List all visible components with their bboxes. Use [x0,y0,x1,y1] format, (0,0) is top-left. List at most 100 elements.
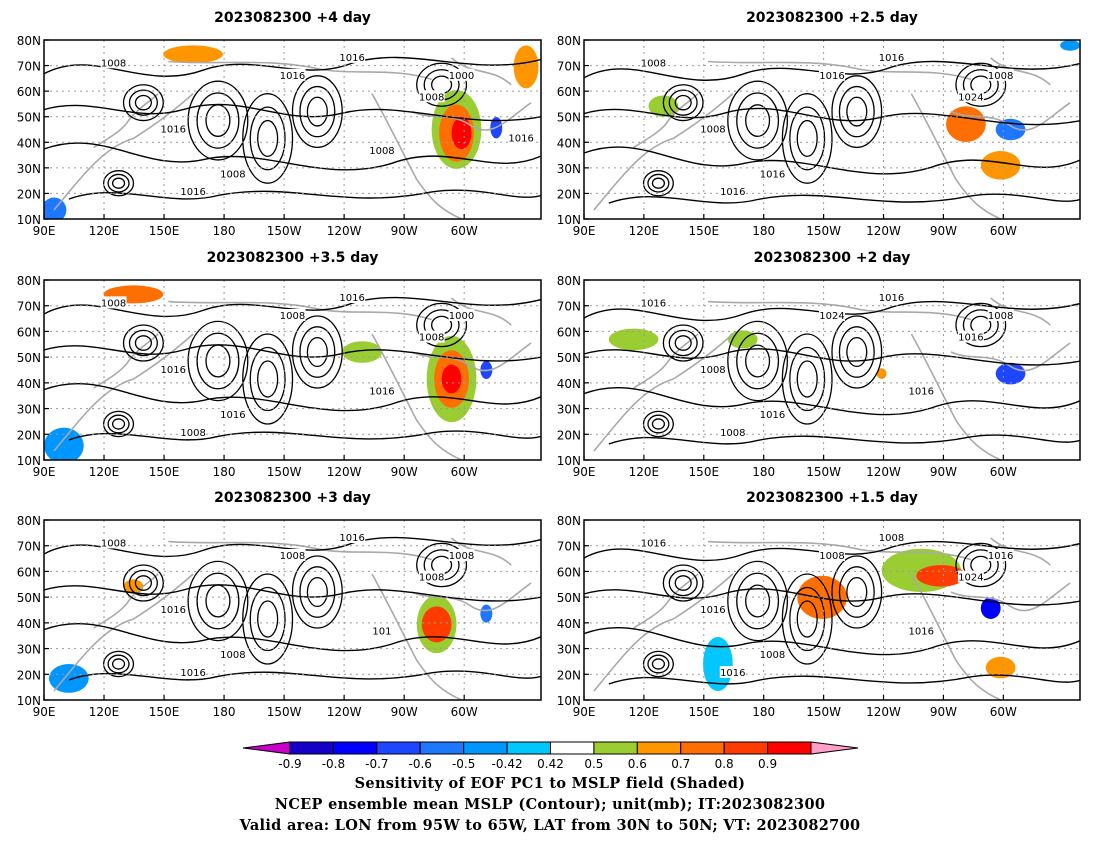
panel-frame [43,519,542,701]
contour-label: 1016 [641,298,666,309]
colorbar-box [767,741,812,755]
mslp-contour-closed [662,84,704,122]
x-tick-label: 150W [806,705,841,719]
contour-label: 1016 [700,605,725,616]
y-tick-label: 80N [17,34,41,48]
caption-line-2: NCEP ensemble mean MSLP (Contour); unit(… [274,796,826,813]
contour-label-bg [448,549,475,561]
map-panel-2: 1008 1008 1016 1016 1024 1016 1016 1008 20230823… [557,10,1081,238]
contour-label: 1008 [369,146,394,157]
contour-label: 1008 [641,58,666,69]
mslp-contour-closed [674,94,692,111]
mslp-contour-closed [416,62,468,107]
mslp-contour-closed [955,542,1007,588]
mslp-contour-closed [796,600,818,638]
x-tick-label: 120W [866,224,901,238]
y-tick-label: 80N [557,274,581,288]
contour-label: 1008 [220,650,245,661]
colorbar-label: -0.6 [409,757,432,771]
colorbar-label: 0.5 [584,757,603,771]
contour-label: 1016 [988,551,1013,562]
shaded-area [608,328,659,351]
mslp-contour-closed [831,315,883,389]
contour-label-bg [908,624,935,637]
contour-label-bg [160,603,187,615]
contour-label-bg [219,648,246,660]
x-tick-label: 150W [267,705,302,719]
y-tick-label: 80N [17,274,41,288]
mslp-contour-closed [789,346,826,412]
contour-label: 1016 [339,293,364,304]
mslp-contour-closed [122,324,164,362]
contour-label: 1008 [419,333,444,344]
x-tick-label: 120W [327,705,362,719]
x-tick-label: 60W [451,224,478,238]
coastline [168,60,432,81]
contour-label: 1008 [419,573,444,584]
mslp-contour-closed [727,320,789,402]
mslp-contour-closed [831,555,883,629]
y-tick-label: 20N [17,187,41,201]
contour-label-bg [368,384,395,397]
contour-label: 1008 [180,428,205,439]
colorbar-box [289,741,334,755]
mslp-contour-closed [187,560,249,642]
shaded-area [48,664,89,693]
mslp-contour-closed [846,96,868,127]
x-tick-label: 60W [990,465,1017,479]
y-tick-label: 30N [557,162,581,176]
x-tick-label: 90E [573,465,596,479]
y-tick-label: 20N [557,428,581,442]
y-tick-label: 60N [557,325,581,339]
shaded-area [946,106,986,143]
contour-label-bg [987,549,1014,561]
colorbar-label: 0.8 [715,757,734,771]
map-panel-4: 1016 1008 1016 1016 1016 1024 1008 1008 1016 2023… [557,250,1081,479]
contour-label: 1008 [720,428,745,439]
contour-label-bg [819,549,845,561]
x-tick-label: 90W [391,224,418,238]
mslp-contour [584,386,1080,416]
y-tick-label: 30N [557,403,581,417]
panel-frame [583,39,1081,220]
mslp-contour-closed [736,332,780,390]
mslp-contour-closed [257,600,279,638]
contour-label-bg [160,363,187,375]
mslp-contour-closed [205,584,231,618]
shaded-area [513,45,539,89]
contour-label-bg [339,291,366,303]
contour-label: 1016 [909,387,934,398]
mslp-contour [68,670,541,681]
colorbar-box [550,741,595,755]
y-tick-label: 10N [17,694,41,708]
mslp-contour-closed [187,320,249,402]
contour-label: 1016 [879,293,904,304]
contour-label: 1016 [909,627,934,638]
mslp-contour-closed [196,572,240,630]
y-tick-label: 40N [17,617,41,631]
coastline [168,300,432,321]
contour-label-bg [819,309,845,321]
x-tick-label: 150E [149,705,180,719]
contour-label: 1016 [760,410,785,421]
contour-label-bg [418,570,445,583]
mslp-contour-closed [257,360,279,398]
coastline [53,93,194,211]
coastline [371,333,462,460]
coastline [93,333,159,389]
contour-label: 1008 [220,169,245,180]
colorbar-box [463,741,508,755]
contour-label-bg [699,363,726,375]
mslp-contour [608,434,1080,445]
contour-label: 1008 [101,58,126,69]
mslp-contour-closed [651,418,666,430]
shaded-area [480,604,493,623]
x-tick-label: 150E [689,705,720,719]
x-tick-label: 120E [89,465,120,479]
y-tick-label: 60N [17,565,41,579]
coastline [411,342,532,372]
contour-label: 1016 [160,365,185,376]
coastline [411,102,532,131]
x-tick-label: 120E [629,465,660,479]
x-tick-label: 180 [213,224,236,238]
